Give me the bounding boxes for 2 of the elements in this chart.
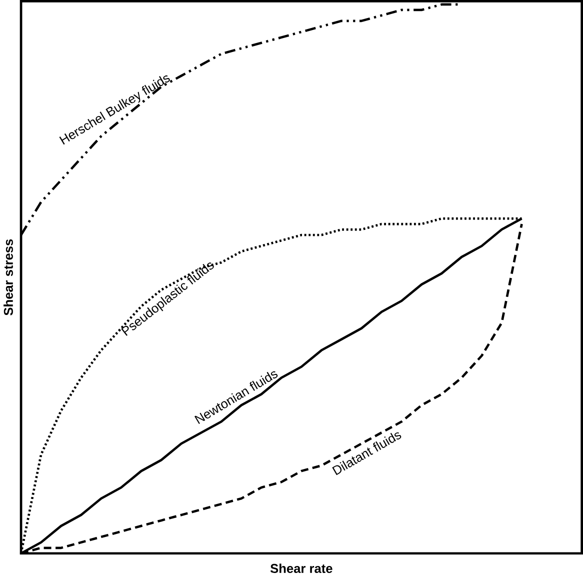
y-axis-title: Shear stress: [4, 240, 13, 316]
x-axis-title: Shear rate: [270, 564, 332, 574]
